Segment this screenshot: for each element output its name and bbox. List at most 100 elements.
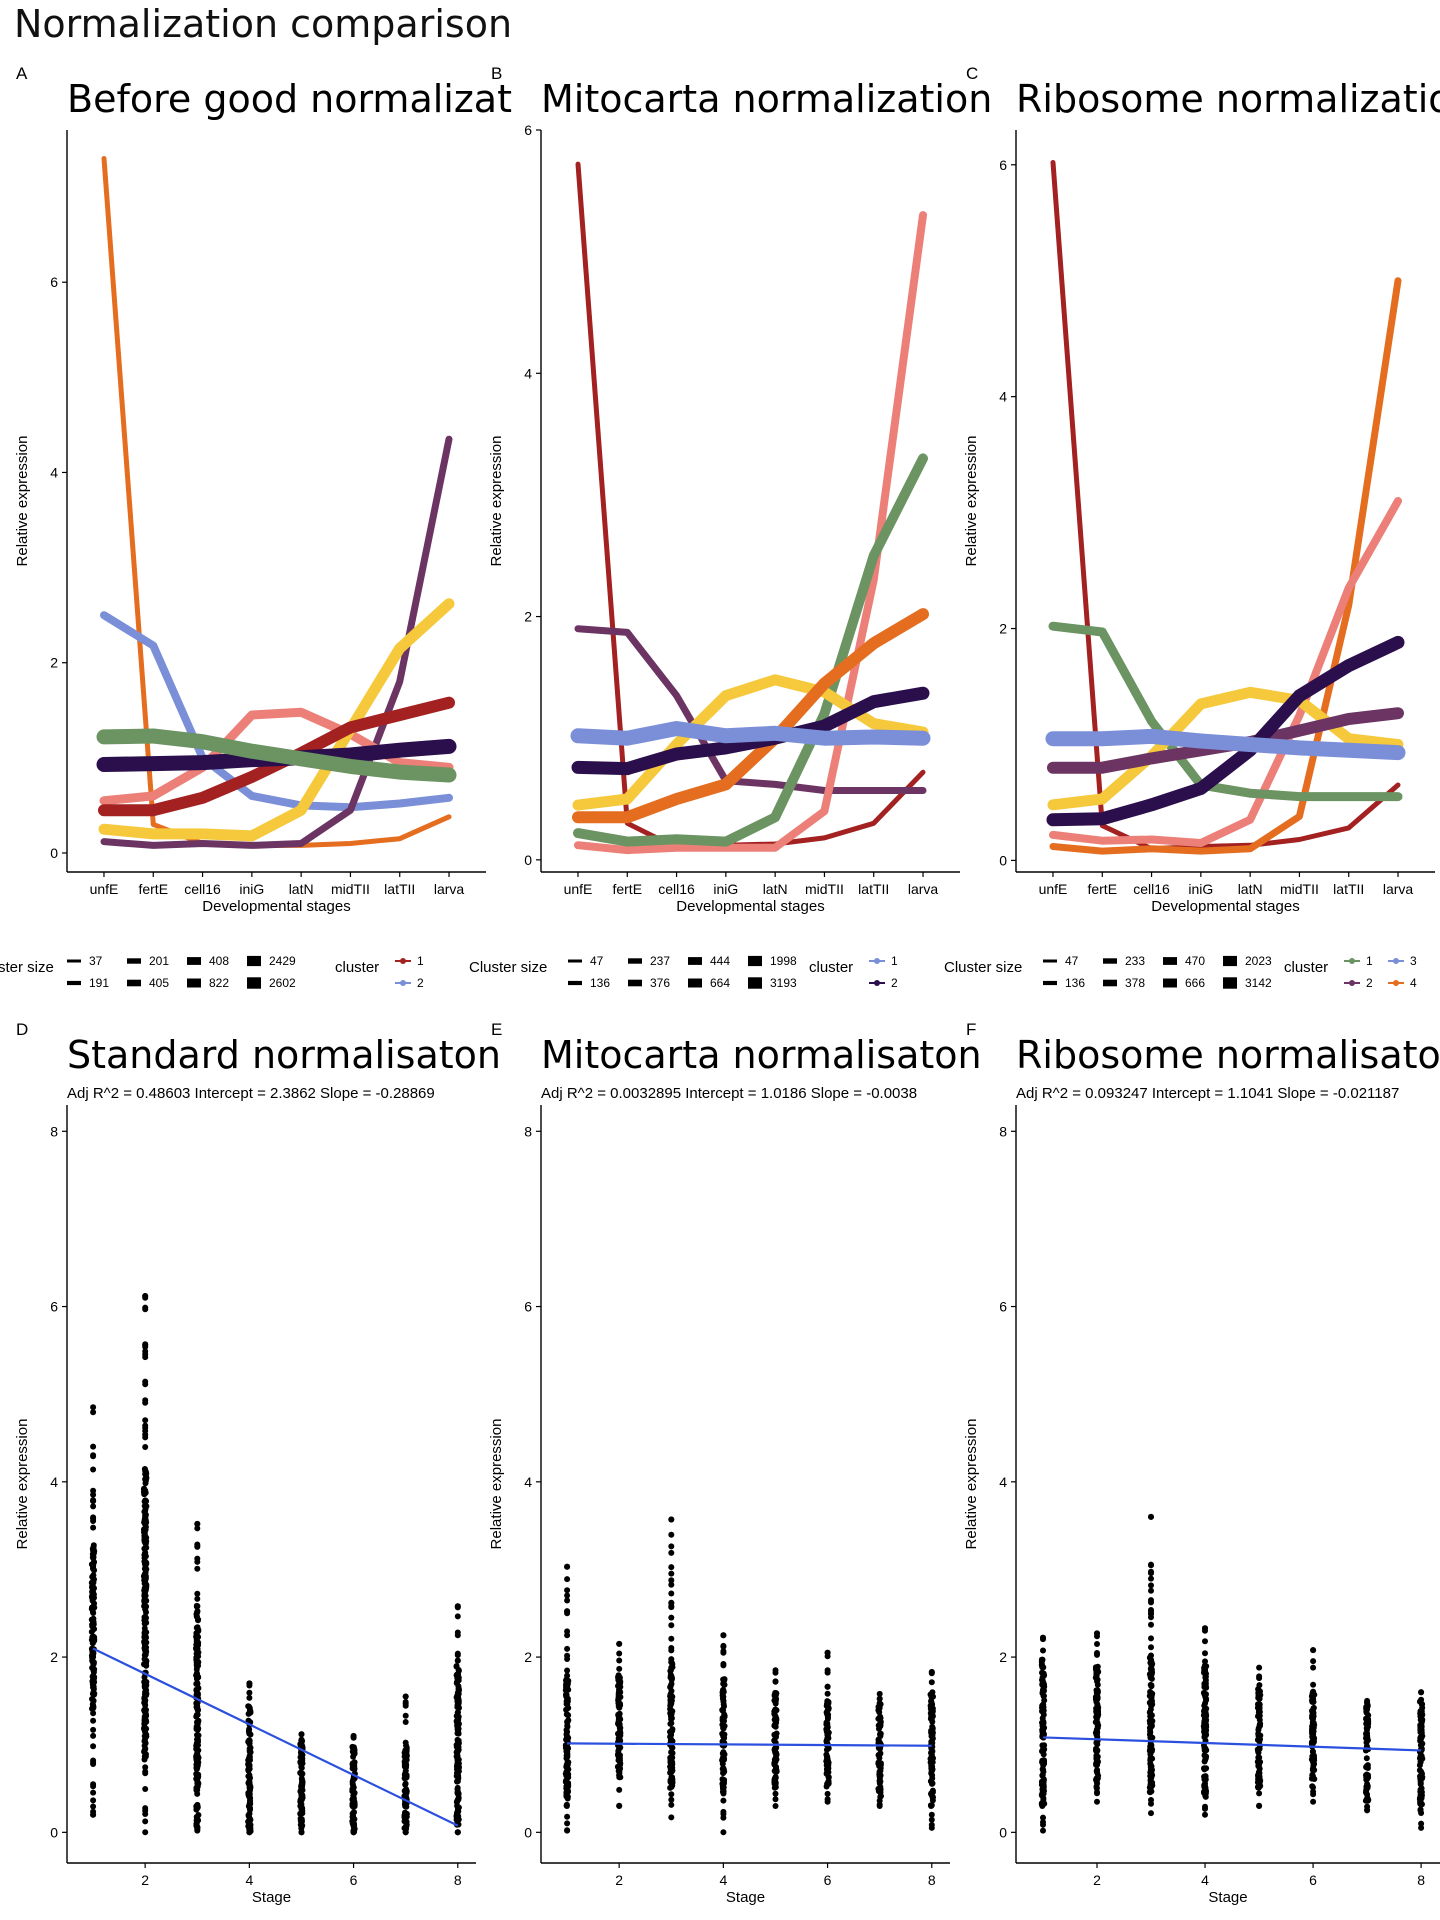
y-axis-title: Relative expression [14,1419,31,1550]
x-tick-label: 8 [928,1872,936,1888]
legend-cluster-dot [1349,980,1355,986]
data-point [1418,1707,1425,1714]
data-point [875,1788,882,1795]
data-point [1202,1673,1209,1680]
data-point [668,1728,675,1735]
legend-size-label: 2429 [269,954,296,968]
legend-cluster-label: 3 [1410,954,1417,968]
data-point [90,1726,97,1733]
data-point [563,1736,570,1743]
data-point [668,1791,675,1798]
data-point [194,1590,201,1597]
y-tick-label: 4 [50,1474,58,1490]
data-point [141,1614,148,1621]
data-point [929,1759,936,1766]
data-point [877,1750,884,1757]
legend-size-title: ster size [0,959,54,976]
data-point [719,1738,726,1745]
legend-cluster-dot [1393,980,1399,986]
y-axis-title: Relative expression [14,436,31,567]
data-point [1202,1625,1208,1632]
data-point [402,1702,409,1709]
data-point [454,1689,461,1696]
data-point [1310,1664,1317,1671]
x-tick-label: 6 [1309,1872,1317,1888]
data-point [771,1731,778,1738]
data-point [401,1761,408,1768]
series-line-4 [573,453,928,847]
panel-title: Mitocarta normalization [541,77,992,121]
data-point [454,1736,461,1743]
data-point [298,1736,305,1743]
data-point [825,1774,832,1781]
data-point [824,1683,831,1690]
data-point [1255,1759,1262,1766]
data-point [824,1667,831,1674]
legend-size-label: 444 [710,954,730,968]
data-point [1309,1772,1316,1779]
data-point [142,1518,149,1525]
data-point [564,1587,571,1594]
data-point [1417,1781,1424,1788]
data-point [1148,1743,1154,1750]
data-point [90,1453,97,1460]
data-point [668,1736,675,1743]
data-point [194,1542,201,1549]
data-point [143,1470,150,1477]
data-point [668,1614,675,1621]
data-point [143,1566,150,1573]
legend: ster size 37 191 201 405 408 822 2429 2602 cluste… [0,954,424,990]
data-point [1364,1807,1371,1814]
data-point [403,1756,410,1763]
data-point [90,1524,97,1531]
data-point [194,1595,201,1602]
data-point [141,1756,148,1763]
data-point [668,1801,675,1808]
data-point [1202,1745,1209,1752]
data-point [453,1749,460,1756]
data-point [454,1829,461,1836]
data-point [720,1701,727,1708]
data-point [771,1708,778,1715]
y-axis-title: Relative expression [963,436,980,567]
data-point [616,1665,623,1672]
data-point [1203,1713,1210,1720]
data-point [142,1444,149,1450]
data-point [719,1715,726,1721]
data-point [1040,1757,1047,1764]
x-tick-label: cell16 [184,881,221,897]
data-point [616,1640,623,1647]
data-point [1039,1677,1046,1684]
data-point [1039,1722,1046,1729]
data-point [247,1749,254,1756]
data-point [1095,1722,1102,1729]
data-point [1040,1682,1047,1689]
data-point [194,1565,201,1572]
data-point [564,1813,571,1820]
data-point [668,1549,675,1556]
series-line-3 [574,211,927,855]
legend-size-label: 37 [89,954,103,968]
data-point [141,1591,148,1597]
series-line-6 [572,608,929,824]
data-point [1146,1788,1153,1795]
scatter-panel-d: D Standard normalisaton Adj R^2 = 0.48603 … [14,1020,501,1906]
data-point [1039,1790,1046,1797]
data-point [143,1583,150,1589]
data-point [1094,1703,1101,1710]
data-point [297,1759,304,1765]
x-tick-label: latN [289,881,314,897]
data-point [350,1732,357,1739]
data-point [773,1717,780,1723]
data-point [90,1555,97,1562]
data-point [350,1784,357,1791]
data-point [928,1765,935,1772]
legend-size-key [187,957,201,965]
scatter-panel-f: F Ribosome normalisaton Adj R^2 = 0.093247… [963,1020,1440,1906]
data-point [719,1692,726,1699]
legend-size-label: 378 [1125,976,1145,990]
y-tick-label: 6 [999,157,1007,173]
figure-title: Normalization comparison [14,2,513,46]
data-point [142,1293,149,1299]
data-point [668,1796,675,1803]
